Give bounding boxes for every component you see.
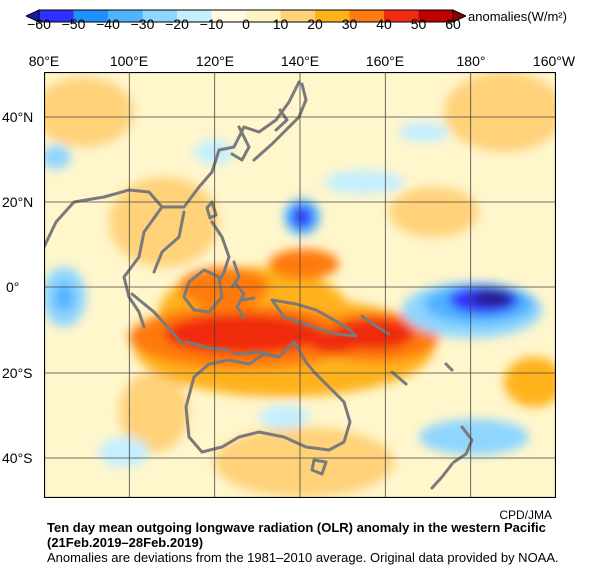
colorbar-tick-label: −50 [61,16,86,32]
colorbar-cell [349,10,385,22]
lon-label-140e: 140°E [280,53,320,69]
lat-label-40s: 40°S [2,450,33,466]
colorbar-cell [315,10,350,22]
map-border [44,72,556,498]
lon-label-160w: 160°W [532,53,576,69]
colorbar-right-arrow [452,9,466,23]
colorbar-tick-label: −20 [165,16,189,32]
colorbar-cell [142,10,178,22]
lon-label-100e: 100°E [109,53,149,69]
credit-label: CPD/JMA [499,508,552,522]
caption-title: Ten day mean outgoing longwave radiation… [47,520,546,535]
colorbar-tick-label: 60 [445,16,461,32]
colorbar-tick-label: 30 [341,16,358,32]
caption-period: (21Feb.2019–28Feb.2019) [47,535,204,550]
colorbar-tick-label: −30 [130,16,155,32]
lat-label-40n: 40°N [2,109,34,125]
colorbar-tick-label: −10 [199,16,224,32]
lon-label-160e: 160°E [365,53,405,69]
colorbar-cell [280,10,316,22]
colorbar-cell [211,10,247,22]
lon-label-120e: 120°E [195,53,235,69]
lat-label-0: 0° [6,279,20,295]
colorbar-cell [39,10,74,22]
graticule [44,72,556,498]
colorbar [26,9,466,23]
colorbar-tick-label: 50 [410,16,427,32]
lon-label-180: 180° [456,53,486,69]
colorbar-cell [108,10,143,22]
colorbar-cell [246,10,281,22]
colorbar-tick-label: 10 [272,16,289,32]
colorbar-tick-label: −60 [27,16,51,32]
colorbar-cell [177,10,212,22]
colorbar-tick-label: 20 [307,16,323,32]
colorbar-tick-label: 40 [376,16,392,32]
colorbar-cell [384,10,419,22]
colorbar-cell [418,10,454,22]
lat-label-20s: 20°S [2,365,33,381]
lat-label-20n: 20°N [2,194,34,210]
lon-label-80e: 80°E [28,53,60,69]
colorbar-tick-label: −40 [96,16,120,32]
olr-anomaly-map [44,72,556,498]
colorbar-tick-label: 0 [242,16,250,32]
colorbar-left-arrow [26,9,40,23]
caption-note: Anomalies are deviations from the 1981–2… [47,550,559,565]
colorbar-units: anomalies(W/m²) [468,9,567,24]
colorbar-cell [73,10,109,22]
